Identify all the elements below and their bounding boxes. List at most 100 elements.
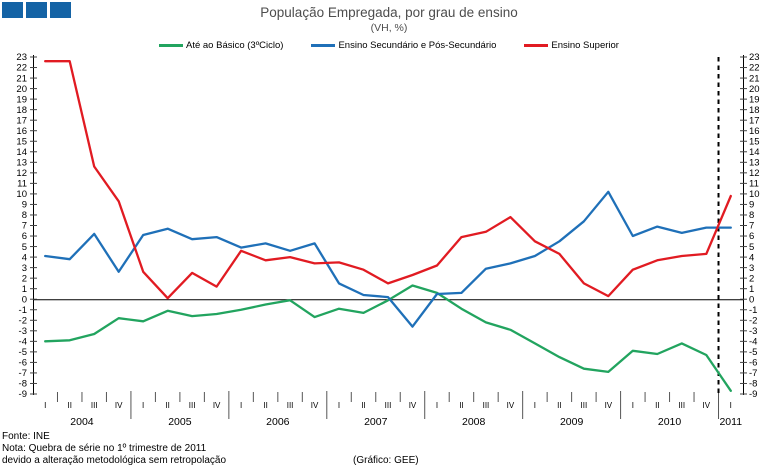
y-tick-label-left: -1: [19, 305, 27, 316]
quarter-label: I: [44, 401, 46, 410]
quarter-label: II: [67, 401, 71, 410]
y-tick-label-right: 15: [749, 136, 760, 147]
legend-label: Ensino Secundário e Pós-Secundário: [338, 40, 497, 51]
y-tick-label-left: 1: [22, 284, 27, 295]
quarter-label: IV: [605, 401, 613, 410]
y-tick-label-right: 5: [749, 242, 754, 253]
y-tick-label-left: -8: [19, 379, 27, 390]
y-tick-label-right: -3: [749, 326, 757, 337]
y-tick-label-left: 2: [22, 273, 27, 284]
series-line-1: [44, 190, 732, 328]
y-tick-label-left: -2: [19, 315, 27, 326]
y-tick-label-left: 7: [22, 221, 27, 232]
y-tick-label-left: 8: [22, 210, 27, 221]
legend-label: Até ao Básico (3ºCiclo): [186, 40, 284, 51]
y-tick-label-left: 0: [22, 294, 27, 305]
logo-square: [2, 2, 23, 18]
quarter-label: I: [534, 401, 536, 410]
y-tick-label-right: 3: [749, 263, 754, 274]
y-tick-label-right: 0: [749, 294, 754, 305]
y-tick-label-left: 15: [16, 136, 27, 147]
quarter-label: II: [263, 401, 267, 410]
legend-item-basico: Até ao Básico (3ºCiclo): [159, 40, 283, 51]
y-tick-label-right: 10: [749, 189, 760, 200]
y-tick-label-right: 23: [749, 52, 760, 63]
y-tick-label-right: 16: [749, 126, 760, 137]
quarter-label: IV: [409, 401, 417, 410]
year-label: 2011: [719, 416, 742, 428]
y-tick-label-left: 18: [16, 105, 27, 116]
logo: [2, 2, 71, 18]
y-tick-label-left: -9: [19, 389, 27, 400]
quarter-label: II: [165, 401, 169, 410]
y-tick-label-right: -7: [749, 368, 757, 379]
y-tick-label-left: 12: [16, 168, 27, 179]
y-tick-label-right: 22: [749, 63, 760, 74]
y-tick-label-right: 19: [749, 94, 760, 105]
y-tick-label-right: 18: [749, 105, 760, 116]
y-tick-label-left: -7: [19, 368, 27, 379]
quarter-label: II: [557, 401, 561, 410]
y-tick-label-right: -1: [749, 305, 757, 316]
quarter-label: III: [287, 401, 294, 410]
year-label: 2009: [560, 416, 584, 428]
quarter-label: IV: [702, 401, 710, 410]
quarter-label: I: [632, 401, 634, 410]
y-tick-label-left: 9: [22, 200, 27, 211]
y-tick-label-right: 13: [749, 158, 760, 169]
y-tick-label-right: 21: [749, 73, 760, 84]
y-tick-label-right: -4: [749, 337, 757, 348]
y-tick-label-left: 5: [22, 242, 27, 253]
quarter-label: III: [678, 401, 685, 410]
quarter-label: II: [655, 401, 659, 410]
legend-label: Ensino Superior: [551, 40, 619, 51]
year-label: 2004: [70, 416, 94, 428]
quarter-label: I: [730, 401, 732, 410]
y-tick-label-right: -8: [749, 379, 757, 390]
y-tick-label-left: 21: [16, 73, 27, 84]
y-tick-label-left: 4: [22, 252, 27, 263]
y-tick-label-right: 1: [749, 284, 754, 295]
series-line-0: [44, 284, 732, 392]
y-tick-label-right: 6: [749, 231, 754, 242]
y-tick-label-left: -4: [19, 337, 27, 348]
y-tick-label-right: -5: [749, 347, 757, 358]
y-tick-label-left: 11: [17, 179, 27, 190]
year-label: 2007: [364, 416, 388, 428]
quarter-label: II: [459, 401, 463, 410]
y-tick-label-left: 16: [16, 126, 27, 137]
y-tick-label-left: 6: [22, 231, 27, 242]
logo-square: [50, 2, 71, 18]
y-tick-label-left: -6: [19, 358, 27, 369]
y-tick-label-left: 19: [16, 94, 27, 105]
quarter-label: II: [361, 401, 365, 410]
legend: Até ao Básico (3ºCiclo) Ensino Secundári…: [0, 40, 778, 51]
y-tick-label-right: 8: [749, 210, 754, 221]
y-tick-label-left: -3: [19, 326, 27, 337]
y-tick-label-left: 17: [16, 115, 27, 126]
legend-swatch-red: [524, 44, 549, 47]
y-tick-label-left: 10: [16, 189, 27, 200]
legend-swatch-green: [159, 44, 183, 47]
break-note-line2: devido a alteração metodológica sem retr…: [2, 455, 227, 466]
quarter-label: I: [338, 401, 340, 410]
logo-square: [26, 2, 47, 18]
quarter-label: III: [189, 401, 196, 410]
quarter-label: IV: [115, 401, 123, 410]
year-label: 2008: [462, 416, 486, 428]
source-note: Fonte: INE: [2, 431, 50, 442]
year-label: 2010: [658, 416, 682, 428]
y-tick-label-left: 3: [22, 263, 27, 274]
y-tick-label-right: -6: [749, 358, 757, 369]
year-label: 2005: [168, 416, 192, 428]
quarter-label: IV: [507, 401, 515, 410]
y-tick-label-left: 14: [16, 147, 27, 158]
quarter-label: I: [142, 401, 144, 410]
y-tick-label-left: 22: [16, 63, 27, 74]
year-label: 2006: [266, 416, 290, 428]
series-line-2: [44, 60, 732, 300]
y-tick-label-left: -5: [19, 347, 27, 358]
y-tick-label-right: 20: [749, 84, 760, 95]
